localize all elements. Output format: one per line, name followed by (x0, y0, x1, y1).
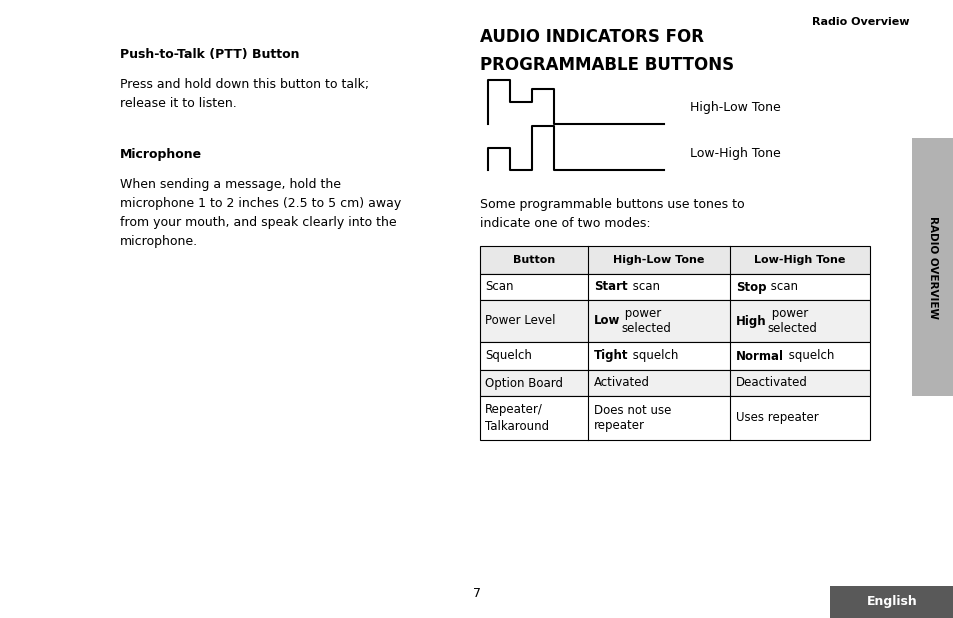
Text: Normal: Normal (735, 350, 783, 363)
Text: Repeater/
Talkaround: Repeater/ Talkaround (484, 404, 549, 433)
Bar (479, 370, 869, 396)
Text: Does not use
repeater: Does not use repeater (594, 404, 671, 432)
Text: PROGRAMMABLE BUTTONS: PROGRAMMABLE BUTTONS (479, 56, 734, 74)
Bar (479, 246, 869, 274)
Text: Low-High Tone: Low-High Tone (754, 255, 844, 265)
Text: RADIO OVERVIEW: RADIO OVERVIEW (927, 216, 937, 318)
Text: squelch: squelch (629, 350, 679, 363)
Text: Stop: Stop (735, 281, 765, 294)
Text: Tight: Tight (594, 350, 628, 363)
Text: Uses repeater: Uses repeater (735, 412, 818, 425)
Text: AUDIO INDICATORS FOR: AUDIO INDICATORS FOR (479, 28, 703, 46)
Text: When sending a message, hold the
microphone 1 to 2 inches (2.5 to 5 cm) away
fro: When sending a message, hold the microph… (120, 178, 401, 248)
Text: Option Board: Option Board (484, 376, 562, 389)
Text: Button: Button (513, 255, 555, 265)
Text: scan: scan (628, 281, 659, 294)
Text: Deactivated: Deactivated (735, 376, 807, 389)
Text: Start: Start (594, 281, 627, 294)
Bar (829, 586, 953, 618)
Text: squelch: squelch (784, 350, 834, 363)
Text: Low-High Tone: Low-High Tone (689, 148, 780, 161)
Text: Scan: Scan (484, 281, 513, 294)
Text: Activated: Activated (594, 376, 649, 389)
Text: High-Low Tone: High-Low Tone (613, 255, 704, 265)
Text: Power Level: Power Level (484, 315, 555, 328)
Text: 7: 7 (473, 587, 480, 600)
Text: English: English (865, 596, 917, 609)
Text: power
selected: power selected (767, 307, 817, 335)
Text: Push-to-Talk (PTT) Button: Push-to-Talk (PTT) Button (120, 48, 299, 61)
Text: Microphone: Microphone (120, 148, 202, 161)
Text: scan: scan (767, 281, 798, 294)
Text: Some programmable buttons use tones to
indicate one of two modes:: Some programmable buttons use tones to i… (479, 198, 744, 230)
Text: Press and hold down this button to talk;
release it to listen.: Press and hold down this button to talk;… (120, 78, 369, 110)
Bar (479, 274, 869, 300)
Text: power
selected: power selected (620, 307, 671, 335)
Bar (479, 396, 869, 440)
Text: Squelch: Squelch (484, 350, 532, 363)
Text: Radio Overview: Radio Overview (812, 17, 909, 27)
Text: High: High (735, 315, 766, 328)
Bar (911, 138, 953, 396)
Text: Low: Low (594, 315, 619, 328)
Bar (479, 300, 869, 342)
Bar (479, 342, 869, 370)
Text: High-Low Tone: High-Low Tone (689, 101, 780, 114)
